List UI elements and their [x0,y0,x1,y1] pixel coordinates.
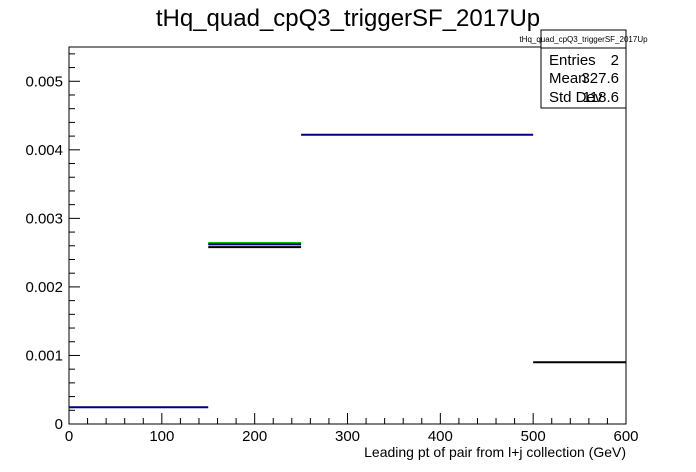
y-tick-label: 0.002 [25,279,63,296]
stats-stddev-label: Std Dev [549,89,603,106]
y-tick-label: 0.001 [25,347,63,364]
stats-stddev-value: 118.6 [583,89,619,106]
x-tick-label: 100 [149,428,174,445]
stats-entries-value: 2 [611,52,619,69]
stats-box-frame [540,29,627,109]
x-tick-label: 500 [521,428,546,445]
y-tick-label: 0 [55,416,63,433]
x-tick-label: 400 [428,428,453,445]
stats-mean-label: Mean [549,70,587,87]
y-tick-label: 0.005 [25,73,63,90]
chart-title: tHq_quad_cpQ3_triggerSF_2017Up [156,5,540,32]
y-axis: 0 0.001 0.002 0.003 0.004 0.005 [25,53,80,433]
x-tick-label: 300 [335,428,360,445]
x-tick-label: 0 [65,428,73,445]
x-tick-label: 200 [242,428,267,445]
stats-box: tHq_quad_cpQ3_triggerSF_2017Up Entries 2… [519,29,648,109]
x-axis: 0 100 200 300 400 500 600 [65,413,639,445]
x-axis-label: Leading pt of pair from l+j collection (… [364,444,626,460]
stats-mean-value: 327.6 [581,70,619,87]
histogram-bins [69,133,626,409]
stats-entries-label: Entries [549,52,596,69]
x-tick-label: 600 [613,428,638,445]
y-tick-label: 0.004 [25,142,63,159]
y-tick-label: 0.003 [25,210,63,227]
stats-box-title: tHq_quad_cpQ3_triggerSF_2017Up [519,35,648,44]
